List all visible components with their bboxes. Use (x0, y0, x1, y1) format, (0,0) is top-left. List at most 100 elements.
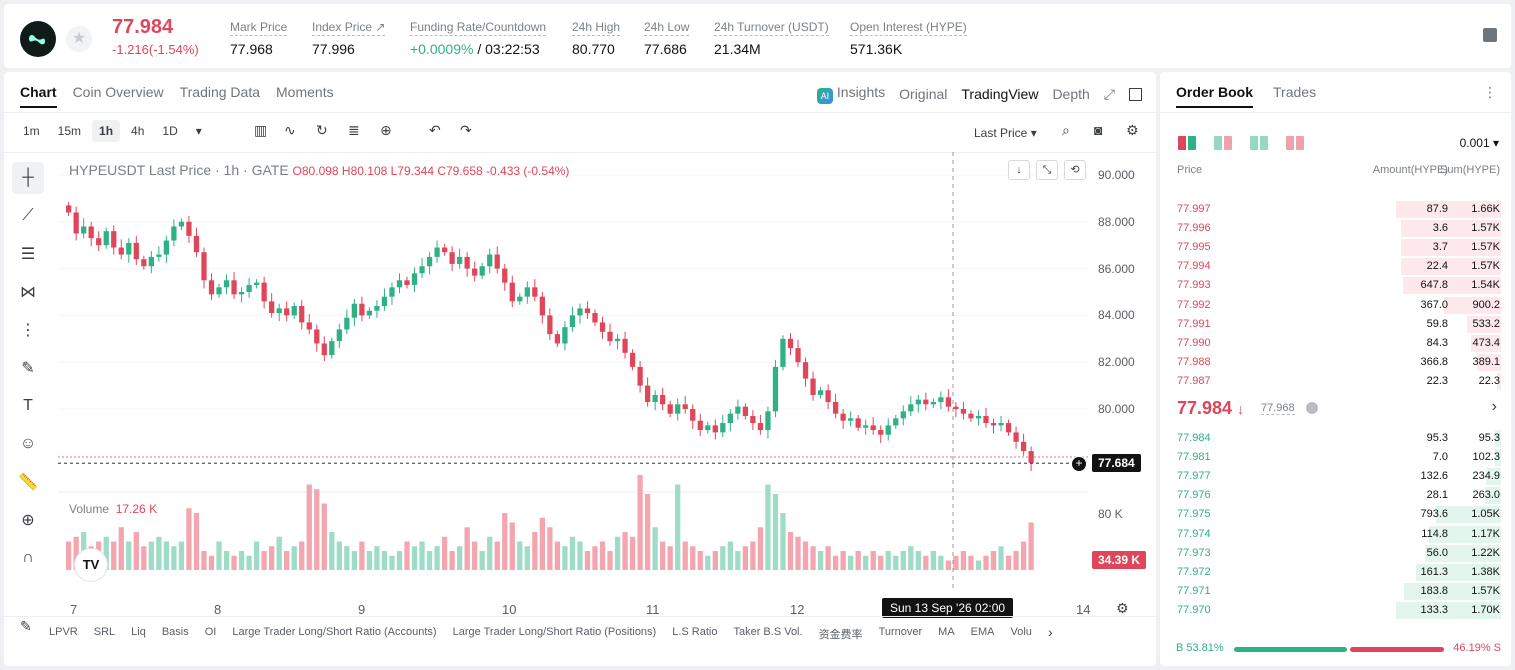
ask-row[interactable]: 77.987 22.3 22.3 (1160, 372, 1511, 391)
replay-icon[interactable]: ↻ (316, 122, 328, 138)
fib-icon[interactable]: ⋮ (20, 322, 36, 339)
search-icon[interactable]: ⌕ (1062, 122, 1070, 138)
bid-row[interactable]: 77.973 56.0 1.22K (1160, 544, 1511, 563)
ask-row[interactable]: 77.996 3.6 1.57K (1160, 219, 1511, 238)
window-icon[interactable] (1129, 87, 1142, 101)
layout-bids-icon[interactable] (1250, 136, 1268, 150)
add-order-icon[interactable]: + (1071, 456, 1087, 472)
ask-row[interactable]: 77.988 366.8 389.1 (1160, 353, 1511, 372)
indicator-item[interactable]: Taker B.S Vol. (733, 626, 803, 638)
horizontal-lines-icon[interactable]: ☰ (20, 246, 36, 263)
pattern-icon[interactable]: ⋈ (20, 284, 36, 301)
mid-price[interactable]: 77.984 ↓ (1177, 398, 1245, 418)
collapse-icon[interactable]: ⤡ (1036, 160, 1058, 180)
ask-row[interactable]: 77.990 84.3 473.4 (1160, 334, 1511, 353)
bid-row[interactable]: 77.981 7.0 102.3 (1160, 448, 1511, 467)
tab-depth[interactable]: Depth (1052, 86, 1090, 102)
bid-row[interactable]: 77.970 133.3 1.70K (1160, 601, 1511, 620)
tradingview-logo-icon[interactable]: TV (74, 548, 108, 582)
indicator-item[interactable]: OI (204, 626, 217, 638)
bid-row[interactable]: 77.984 95.3 95.3 (1160, 429, 1511, 448)
tab-original[interactable]: Original (899, 86, 948, 102)
tab-trading-data[interactable]: Trading Data (179, 84, 261, 100)
ruler-icon[interactable]: 📏 (18, 474, 38, 491)
timeframe-1m[interactable]: 1m (23, 124, 40, 138)
pencil-icon[interactable]: ✎ (20, 618, 32, 634)
timeframe-4h[interactable]: 4h (131, 124, 145, 138)
price-tick: 90.000 (1098, 168, 1135, 182)
axis-settings-icon[interactable]: ⚙ (1116, 600, 1129, 616)
more-menu-icon[interactable]: ⋮ (1483, 84, 1497, 100)
last-price-select[interactable]: Last Price ▾ (974, 126, 1037, 140)
timeframe-1d[interactable]: 1D (162, 124, 178, 138)
ask-row[interactable]: 77.993 647.8 1.54K (1160, 276, 1511, 295)
indicator-item[interactable]: Volu (1010, 626, 1032, 638)
ask-row[interactable]: 77.994 22.4 1.57K (1160, 257, 1511, 276)
indicator-item[interactable]: SRL (93, 626, 116, 638)
bid-row[interactable]: 77.974 114.8 1.17K (1160, 525, 1511, 544)
precision-select[interactable]: 0.001 ▾ (1459, 136, 1499, 150)
bid-row[interactable]: 77.975 793.6 1.05K (1160, 505, 1511, 524)
chevron-down-icon[interactable]: ▾ (195, 124, 202, 138)
refresh-icon[interactable]: ⟲ (1064, 160, 1086, 180)
candle-type-icon[interactable]: ▥ (254, 122, 268, 138)
indicator-item[interactable]: 资金费率 (818, 629, 863, 641)
ask-row[interactable]: 77.997 87.9 1.66K (1160, 200, 1511, 219)
add-alert-icon[interactable]: ⊕ (380, 122, 392, 138)
camera-icon[interactable]: ◙ (1094, 122, 1103, 138)
info-icon[interactable] (1306, 402, 1318, 414)
tab-insights[interactable]: AI Insights (816, 84, 885, 104)
timeframe-15m[interactable]: 15m (57, 124, 82, 138)
indicator-item[interactable]: MA (938, 626, 955, 638)
indicator-item[interactable]: Basis (161, 626, 189, 638)
brush-icon[interactable]: ✎ (21, 360, 35, 377)
price-chart[interactable] (58, 152, 1088, 612)
emoji-icon[interactable]: ☺ (19, 435, 37, 452)
indicator-item[interactable]: Large Trader Long/Short Ratio (Accounts) (232, 626, 437, 638)
tab-moments[interactable]: Moments (276, 84, 334, 100)
timeframe-1h[interactable]: 1h (92, 120, 121, 142)
trend-line-icon[interactable]: ⟋ (22, 207, 34, 224)
bid-row[interactable]: 77.972 161.3 1.38K (1160, 563, 1511, 582)
indicator-item[interactable]: Liq (131, 626, 146, 638)
volume-bar (990, 551, 997, 570)
indicator-item[interactable]: L.S Ratio (672, 626, 718, 638)
indicators-icon[interactable]: ∿ (284, 122, 296, 138)
indicator-item[interactable]: LPVR (49, 626, 78, 638)
crosshair-icon[interactable]: ┼ (12, 162, 44, 194)
indicator-item[interactable]: Large Trader Long/Short Ratio (Positions… (452, 626, 657, 638)
depth-bar (1497, 372, 1501, 390)
zoom-in-icon[interactable]: ⊕ (21, 512, 35, 529)
tab-coin-overview[interactable]: Coin Overview (72, 84, 164, 100)
tab-trades[interactable]: Trades (1273, 84, 1317, 100)
chevron-right-icon[interactable]: › (1491, 398, 1497, 415)
stat-index-price[interactable]: Index Price ↗ 77.996 (312, 20, 386, 57)
layout-both-icon[interactable] (1178, 136, 1196, 150)
bid-row[interactable]: 77.976 28.1 263.0 (1160, 486, 1511, 505)
notebook-icon[interactable] (1483, 28, 1497, 42)
stat-mark-price[interactable]: Mark Price 77.968 (230, 20, 288, 57)
tab-chart[interactable]: Chart (20, 84, 57, 108)
gear-icon[interactable]: ⚙ (1126, 122, 1139, 138)
ask-row[interactable]: 77.992 367.0 900.2 (1160, 296, 1511, 315)
ask-row[interactable]: 77.995 3.7 1.57K (1160, 238, 1511, 257)
magnet-icon[interactable]: ∩ (22, 549, 34, 566)
expand-icon[interactable]: ⤢ (1103, 85, 1115, 102)
text-icon[interactable]: T (23, 397, 33, 414)
layout-split-icon[interactable] (1214, 136, 1232, 150)
indicator-item[interactable]: EMA (970, 626, 995, 638)
tab-tradingview[interactable]: TradingView (961, 86, 1039, 102)
chevron-right-icon[interactable]: › (1048, 624, 1053, 640)
layout-asks-icon[interactable] (1286, 136, 1304, 150)
favorite-star-icon[interactable]: ★ (66, 26, 92, 52)
tab-order-book[interactable]: Order Book (1176, 84, 1254, 108)
scroll-down-icon[interactable]: ↓ (1008, 160, 1030, 180)
indicator-item[interactable]: Turnover (878, 626, 923, 638)
template-icon[interactable]: ≣ (348, 122, 360, 138)
stat-funding-rate[interactable]: Funding Rate/Countdown +0.0009% / 03:22:… (410, 20, 547, 57)
bid-row[interactable]: 77.971 183.8 1.57K (1160, 582, 1511, 601)
ask-row[interactable]: 77.991 59.8 533.2 (1160, 315, 1511, 334)
undo-icon[interactable]: ↶ (429, 122, 441, 138)
bid-row[interactable]: 77.977 132.6 234.9 (1160, 467, 1511, 486)
redo-icon[interactable]: ↷ (460, 122, 472, 138)
